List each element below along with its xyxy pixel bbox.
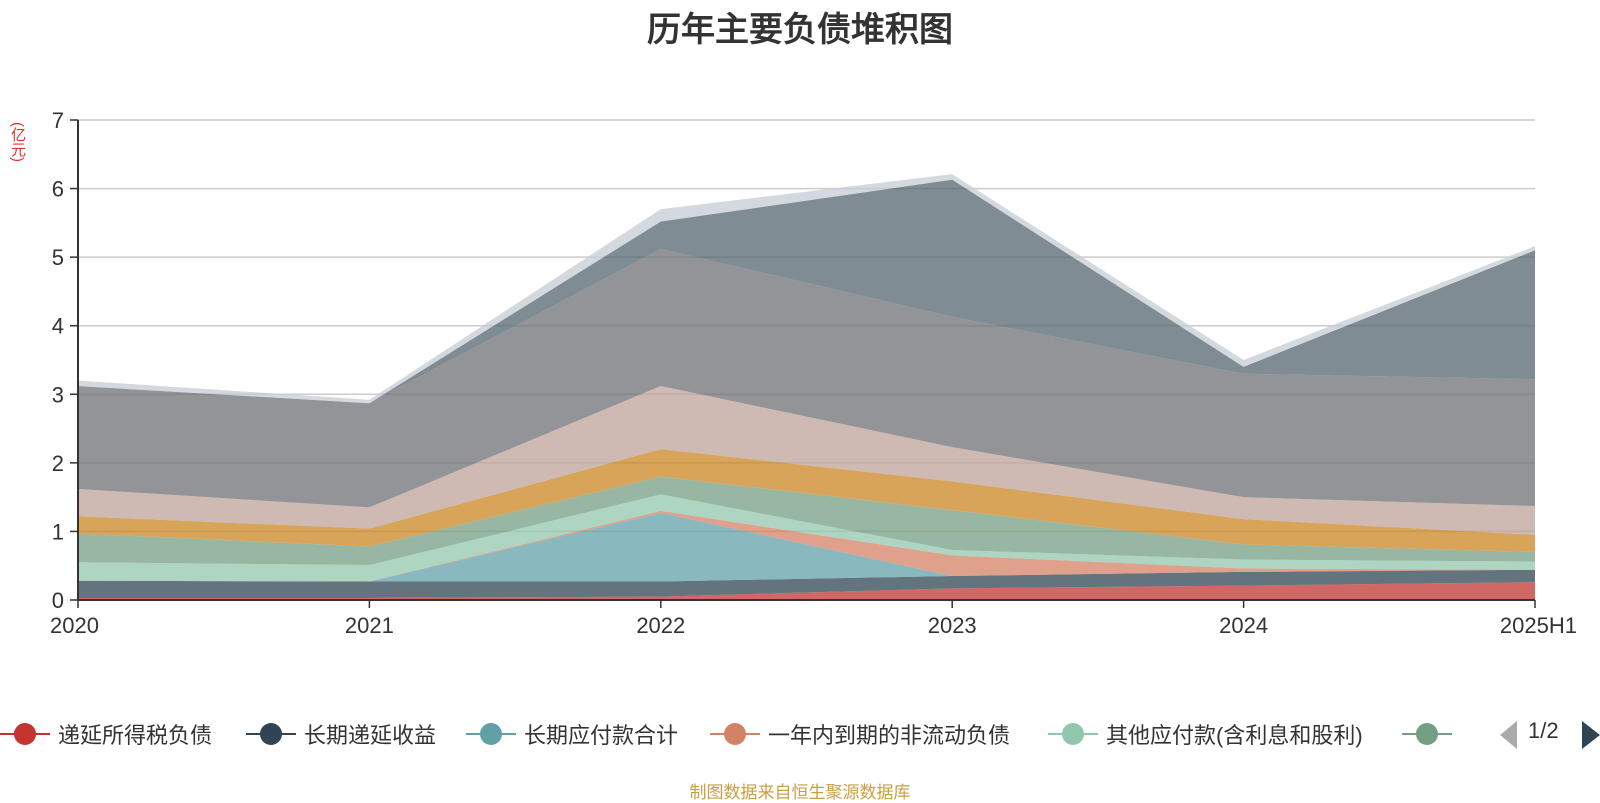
legend-item-series-6[interactable] (1402, 716, 1452, 752)
legend-symbol (0, 716, 50, 752)
y-tick-label: 0 (52, 588, 64, 613)
area-series (78, 174, 1535, 600)
y-tick-label: 3 (52, 382, 64, 407)
legend-symbol (1402, 716, 1452, 752)
y-tick-label: 6 (52, 177, 64, 202)
legend-symbol (1048, 716, 1098, 752)
legend-item-other-payables[interactable]: 其他应付款(含利息和股利) (1048, 716, 1363, 752)
legend-label: 其他应付款(含利息和股利) (1106, 723, 1363, 748)
area-series-10[interactable] (78, 179, 1535, 404)
y-tick-label: 5 (52, 245, 64, 270)
legend-page-indicator: 1/2 (1528, 718, 1559, 743)
chart-title: 历年主要负债堆积图 (647, 11, 953, 49)
legend: 递延所得税负债 长期递延收益 长期应付款合计 一年内到期的非流动负债 其他应付款… (0, 716, 1600, 752)
legend-symbol (466, 716, 516, 752)
legend-symbol (246, 716, 296, 752)
y-tick-label: 1 (52, 519, 64, 544)
area-series-9[interactable] (78, 248, 1535, 508)
legend-item-long-term-deferred-income[interactable]: 长期递延收益 (246, 716, 436, 752)
x-tick-label: 2023 (928, 613, 977, 638)
area-series-7[interactable] (78, 449, 1535, 552)
legend-label: 一年内到期的非流动负债 (768, 723, 1011, 748)
legend-pager: 1/2 (1500, 716, 1600, 752)
legend-item-long-term-payables[interactable]: 长期应付款合计 (466, 716, 678, 752)
area-series-3[interactable] (78, 512, 1535, 582)
y-axis-unit-label: (亿元) (9, 122, 26, 162)
x-tick-label: 2021 (345, 613, 394, 638)
y-tick-label: 7 (52, 108, 64, 133)
x-tick-label: 2025H1 (1500, 613, 1577, 638)
legend-next-page-icon[interactable] (1582, 721, 1600, 749)
legend-label: 长期应付款合计 (524, 723, 679, 748)
area-series-1[interactable] (78, 582, 1535, 600)
legend-prev-page-icon[interactable] (1500, 721, 1517, 749)
legend-item-deferred-tax-liability[interactable]: 递延所得税负债 (0, 716, 212, 752)
x-tick-label: 2024 (1219, 613, 1268, 638)
area-series-8[interactable] (78, 386, 1535, 535)
area-series-5[interactable] (78, 494, 1535, 582)
legend-symbol (710, 716, 760, 752)
area-series-2[interactable] (78, 569, 1535, 598)
stacked-area-chart: 0 1 2 3 4 5 6 7 2020 2021 2022 2023 2024 2025H1 (50, 108, 1577, 638)
x-tick-label: 2022 (636, 613, 685, 638)
area-series-6[interactable] (78, 476, 1535, 566)
axes: 0 1 2 3 4 5 6 7 2020 2021 2022 2023 2024 2025H1 (50, 108, 1577, 638)
legend-item-current-portion-noncurrent-liabilities[interactable]: 一年内到期的非流动负债 (710, 716, 1010, 752)
legend-label: 长期递延收益 (304, 723, 437, 748)
x-tick-label: 2020 (50, 613, 99, 638)
legend-label: 递延所得税负债 (58, 723, 213, 748)
data-source-note: 制图数据来自恒生聚源数据库 (689, 783, 911, 802)
y-tick-label: 2 (52, 451, 64, 476)
y-tick-label: 4 (52, 314, 64, 339)
